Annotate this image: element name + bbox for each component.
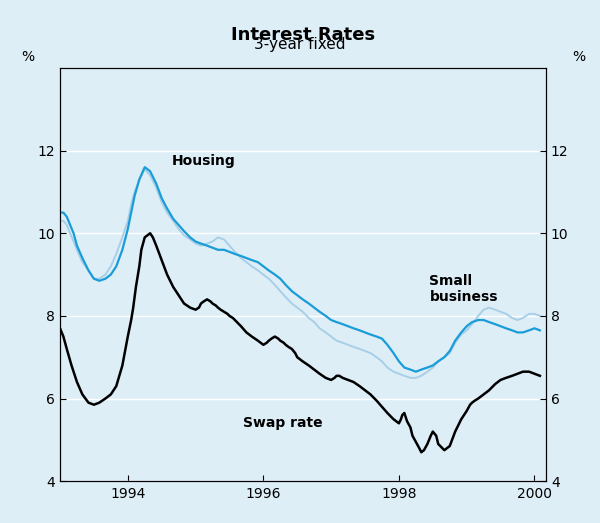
- Text: %: %: [21, 50, 34, 64]
- Text: 3-year fixed: 3-year fixed: [254, 37, 346, 52]
- Title: Interest Rates: Interest Rates: [231, 26, 375, 44]
- Text: Swap rate: Swap rate: [243, 416, 323, 430]
- Text: Housing: Housing: [172, 154, 236, 168]
- Text: Small
business: Small business: [430, 274, 498, 304]
- Text: %: %: [572, 50, 585, 64]
